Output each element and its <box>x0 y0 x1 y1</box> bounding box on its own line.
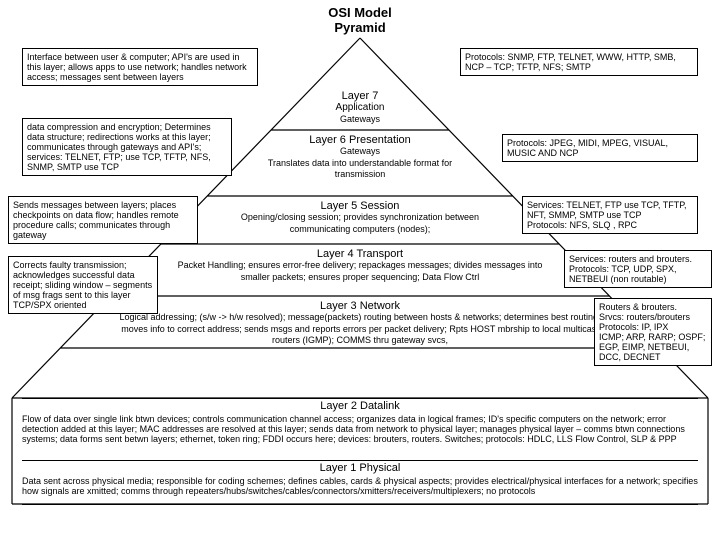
layer-3-body: Logical addressing; (s/w -> h/w resolved… <box>120 312 601 344</box>
layer-3: Layer 3 Network Logical addressing; (s/w… <box>110 300 610 346</box>
layer-7: Layer 7 Application Gateways <box>295 90 425 125</box>
right-box-l7: Protocols: SNMP, FTP, TELNET, WWW, HTTP,… <box>460 48 698 76</box>
rule-bottom <box>22 504 698 505</box>
left-box-l7: Interface between user & computer; API's… <box>22 48 258 86</box>
layer-7-sub: Application <box>336 102 385 113</box>
right-box-l6: Protocols: JPEG, MIDI, MPEG, VISUAL, MUS… <box>502 134 698 162</box>
layer-1-header: Layer 1 Physical <box>22 462 698 475</box>
layer-7-header: Layer 7 <box>295 90 425 102</box>
left-box-l5: Sends messages between layers; places ch… <box>8 196 198 244</box>
rule-l2-l1 <box>22 460 698 461</box>
layer-1: Layer 1 Physical Data sent across physic… <box>22 462 698 496</box>
layer-2-body: Flow of data over single link btwn devic… <box>22 414 685 445</box>
layer-4: Layer 4 Transport Packet Handling; ensur… <box>170 248 550 283</box>
layer-1-body: Data sent across physical media; respons… <box>22 476 698 496</box>
layer-5-header: Layer 5 Session <box>220 200 500 212</box>
layer-6-header: Layer 6 Presentation <box>265 134 455 146</box>
layer-6-body: Gateways Translates data into understand… <box>268 146 452 178</box>
left-box-l6: data compression and encryption; Determi… <box>22 118 232 176</box>
layer-4-header: Layer 4 Transport <box>170 248 550 260</box>
right-box-l3: Routers & brouters. Srvcs: routers/brout… <box>594 298 712 366</box>
layer-4-body: Packet Handling; ensures error-free deli… <box>178 260 543 281</box>
right-box-l4: Services: routers and brouters. Protocol… <box>564 250 712 288</box>
left-box-l4: Corrects faulty transmission; acknowledg… <box>8 256 158 314</box>
layer-2: Layer 2 Datalink Flow of data over singl… <box>22 400 698 445</box>
layer-3-header: Layer 3 Network <box>110 300 610 312</box>
rule-l3-l2 <box>22 398 698 399</box>
right-box-l5: Services: TELNET, FTP use TCP, TFTP, NFT… <box>522 196 698 234</box>
layer-5-body: Opening/closing session; provides synchr… <box>241 212 479 233</box>
layer-2-header: Layer 2 Datalink <box>22 400 698 413</box>
layer-5: Layer 5 Session Opening/closing session;… <box>220 200 500 235</box>
layer-6: Layer 6 Presentation Gateways Translates… <box>265 134 455 180</box>
layer-7-sub2: Gateways <box>340 114 380 124</box>
